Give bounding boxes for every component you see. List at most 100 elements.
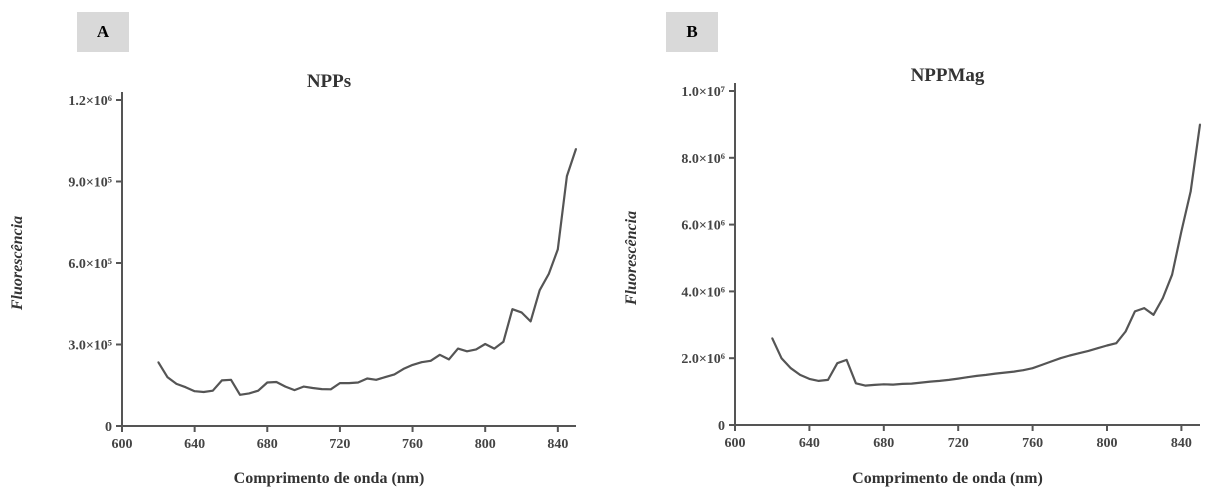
data-point — [493, 347, 496, 350]
data-point — [1189, 190, 1192, 193]
y-axis-label: Fluorescência — [9, 216, 26, 311]
x-tick-label: 720 — [329, 437, 350, 452]
data-point — [320, 388, 323, 390]
panel-label-a: A — [77, 12, 129, 52]
data-point — [1068, 354, 1071, 357]
x-tick-label: 600 — [112, 437, 133, 452]
data-point — [184, 386, 187, 389]
data-point — [1059, 357, 1062, 360]
data-point — [284, 385, 287, 388]
x-tick-label: 840 — [547, 437, 568, 452]
data-point — [448, 358, 450, 361]
data-point — [393, 373, 396, 376]
data-point — [1115, 342, 1118, 345]
series-line — [157, 148, 578, 396]
x-tick-label: 600 — [725, 436, 746, 451]
series-line — [771, 124, 1202, 387]
data-point — [257, 389, 260, 392]
y-tick-label: 9.0×10⁵ — [68, 176, 112, 191]
data-point — [429, 359, 432, 362]
data-point — [901, 383, 904, 385]
data-point — [1199, 123, 1201, 126]
x-axis-label: Comprimento de onda (nm) — [852, 470, 1043, 487]
x-tick-label: 800 — [475, 437, 496, 452]
data-point — [556, 248, 559, 251]
data-point — [311, 387, 314, 389]
y-tick-label: 0 — [718, 419, 725, 434]
data-point — [966, 376, 969, 379]
data-point — [975, 375, 978, 377]
x-tick-label: 800 — [1097, 436, 1118, 451]
data-point — [475, 348, 477, 351]
data-point — [211, 389, 214, 392]
data-point — [566, 175, 568, 178]
x-tick-label: 760 — [402, 437, 423, 452]
data-point — [575, 148, 577, 150]
chart-npps: NPPs 600 640 680 720 760 800 840 0 3.0×10⁵ 6.0×10⁵… — [9, 71, 578, 487]
x-tick-label: 680 — [873, 436, 894, 451]
data-point — [275, 381, 278, 383]
data-point — [929, 380, 932, 383]
data-point — [985, 374, 987, 376]
data-point — [1180, 230, 1183, 233]
data-point — [529, 320, 532, 323]
data-point — [339, 382, 341, 384]
data-point — [789, 367, 792, 370]
data-point — [771, 337, 774, 340]
data-point — [221, 379, 223, 382]
data-point — [1041, 364, 1043, 366]
data-point — [1031, 367, 1034, 370]
data-point — [538, 289, 541, 292]
data-point — [1087, 350, 1090, 352]
data-point — [1124, 330, 1127, 333]
data-point — [910, 382, 913, 385]
data-point — [484, 343, 487, 345]
data-point — [938, 380, 941, 382]
x-tick-label: 640 — [184, 437, 205, 452]
data-point — [375, 378, 378, 381]
data-point — [1050, 360, 1053, 363]
data-point — [438, 353, 441, 356]
data-point — [230, 378, 232, 381]
data-point — [457, 347, 459, 350]
data-point — [1161, 297, 1164, 299]
x-tick-label: 720 — [948, 436, 969, 451]
y-tick-label: 1.2×10⁶ — [68, 94, 112, 109]
data-point — [366, 377, 369, 380]
data-point — [202, 391, 205, 393]
data-point — [520, 311, 523, 314]
data-point — [920, 381, 922, 384]
panel-label-b: B — [666, 12, 718, 52]
data-point — [808, 378, 811, 380]
x-tick-label: 640 — [799, 436, 820, 451]
data-point — [239, 393, 241, 396]
data-point — [248, 392, 251, 395]
chart-title: NPPs — [307, 71, 351, 92]
x-axis-label: Comprimento de onda (nm) — [234, 470, 425, 487]
chart-nppmag: NPPMag 600 640 680 720 760 800 840 0 2.0×10⁶ 4.0×1… — [623, 65, 1202, 487]
data-point — [1134, 310, 1136, 313]
data-point — [1096, 347, 1099, 350]
data-point — [266, 381, 269, 384]
data-point — [948, 379, 950, 381]
data-point — [511, 308, 514, 311]
data-point — [193, 390, 196, 393]
y-tick-label: 0 — [105, 420, 112, 435]
data-point — [1078, 352, 1080, 355]
data-point — [1106, 344, 1108, 347]
data-point — [827, 379, 829, 381]
x-tick-label: 680 — [257, 437, 278, 452]
data-point — [1022, 369, 1025, 372]
y-tick-label: 6.0×10⁶ — [681, 219, 725, 234]
data-point — [466, 350, 468, 353]
chart-title: NPPMag — [911, 65, 985, 86]
data-point — [348, 382, 350, 384]
y-tick-label: 3.0×10⁵ — [68, 339, 112, 354]
data-point — [1143, 307, 1146, 309]
data-point — [329, 388, 332, 391]
y-tick-label: 2.0×10⁶ — [681, 352, 725, 367]
data-point — [882, 383, 885, 386]
data-point — [384, 376, 387, 378]
data-point — [780, 357, 783, 360]
x-tick-label: 760 — [1022, 436, 1043, 451]
